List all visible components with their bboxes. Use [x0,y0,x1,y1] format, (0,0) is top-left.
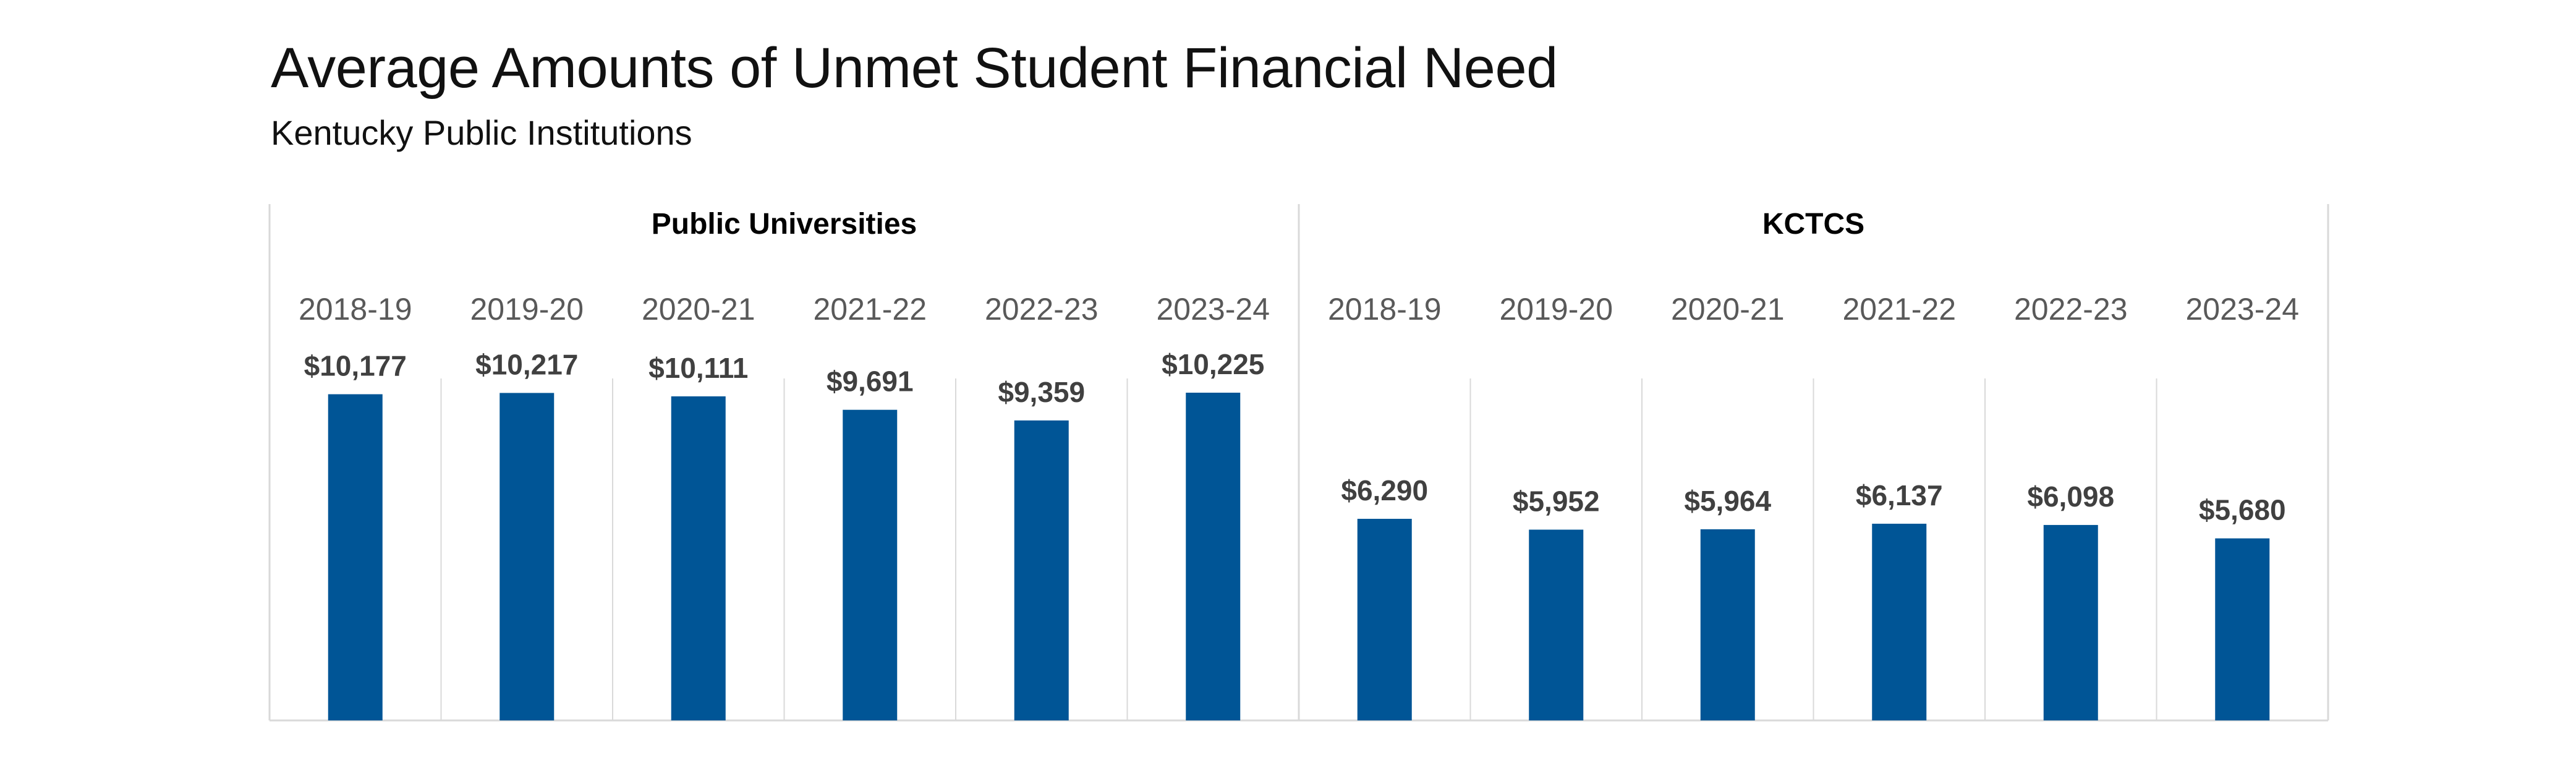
category-label: 2020-21 [642,292,755,327]
data-label: $9,691 [827,365,914,398]
data-label: $5,964 [1684,485,1771,517]
category-label: 2020-21 [1671,292,1785,327]
data-label: $10,217 [475,348,578,380]
data-label: $10,111 [648,352,748,384]
data-label: $5,680 [2199,494,2286,526]
category-label: 2021-22 [1843,292,1957,327]
data-label: $10,177 [304,349,407,382]
bar [1872,524,1926,720]
category-label: 2018-19 [299,292,412,327]
bar [671,396,726,720]
bar [2215,539,2269,720]
data-label: $6,137 [1856,479,1943,511]
category-label: 2019-20 [470,292,584,327]
bar [1014,421,1069,720]
category-label: 2019-20 [1500,292,1613,327]
category-label: 2022-23 [985,292,1099,327]
category-label: 2021-22 [814,292,927,327]
category-label: 2023-24 [1157,292,1270,327]
bar [2044,525,2098,720]
category-label: 2022-23 [2014,292,2128,327]
bar [328,394,383,720]
bar [1186,393,1240,720]
bar [499,393,554,720]
data-label: $10,225 [1162,348,1264,380]
bar [1358,519,1412,720]
category-label: 2023-24 [2186,292,2300,327]
category-label: 2018-19 [1328,292,1442,327]
data-label: $6,098 [2027,480,2114,513]
bar [1529,529,1583,720]
panel-title: KCTCS [1762,208,1864,241]
bar [843,410,897,720]
panel-title: Public Universities [652,208,917,241]
data-label: $6,290 [1341,474,1428,506]
data-label: $9,359 [998,376,1085,408]
bar [1701,529,1755,720]
data-label: $5,952 [1513,485,1600,517]
